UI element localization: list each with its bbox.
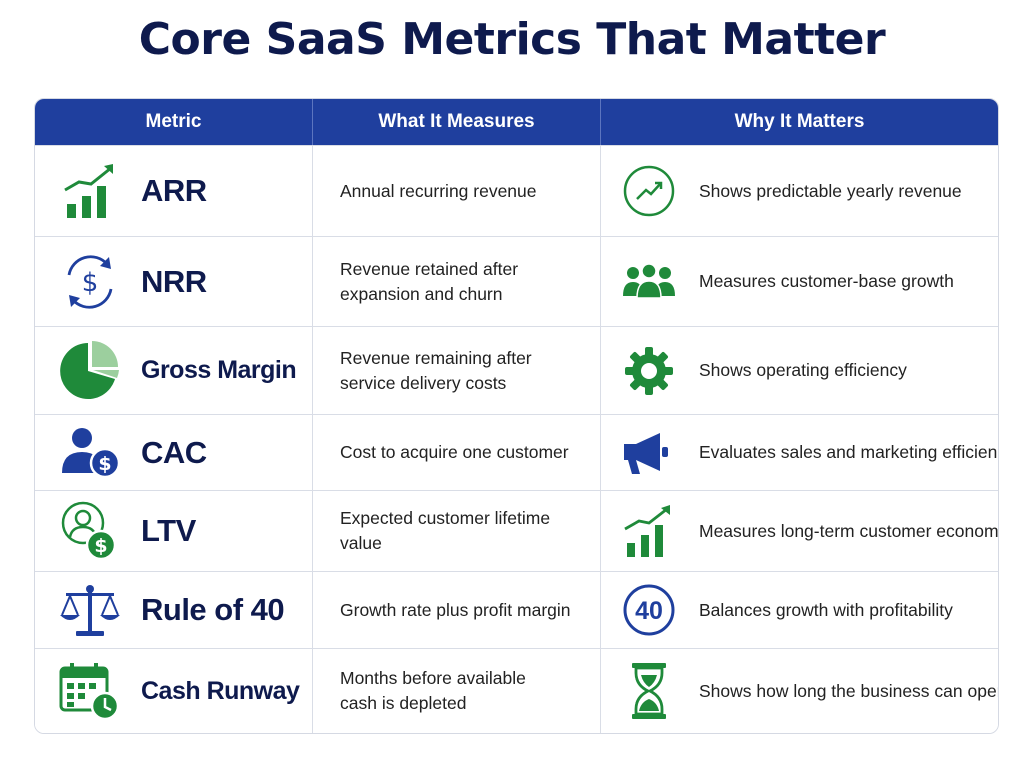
svg-text:$: $	[98, 453, 111, 475]
metric-name: LTV	[141, 513, 196, 548]
page-title: Core SaaS Metrics That Matter	[138, 14, 886, 65]
measure-text: Months before available cash is depleted	[340, 668, 526, 713]
why-text: Measures customer-base growth	[699, 271, 954, 291]
megaphone-icon	[621, 425, 677, 481]
table-row: $ NRR Revenue retained after expansion a…	[35, 236, 998, 326]
why-text: Shows predictable yearly revenue	[699, 180, 962, 201]
dollar-cycle-icon: $	[55, 247, 125, 317]
why-text: Balances growth with profitability	[699, 599, 953, 620]
why-text: Evaluates sales and marketing efficiency	[699, 442, 999, 462]
svg-text:40: 40	[635, 597, 663, 625]
metric-name: NRR	[141, 263, 207, 299]
why-text: Shows operating efficiency	[699, 360, 907, 380]
user-circle-dollar-icon: $	[55, 496, 125, 566]
scale-icon	[55, 575, 125, 645]
calendar-clock-icon	[55, 656, 125, 726]
measure-text: Expected customer lifetime value	[340, 508, 551, 553]
bar-chart-up-icon	[621, 503, 677, 559]
metrics-table: Metric What It Measures Why It Matters A…	[34, 98, 999, 734]
bar-chart-up-icon	[55, 156, 125, 226]
measure-text: Cost to acquire one customer	[340, 442, 569, 462]
table-row: $ LTV Expected customer lifetime value M…	[35, 490, 998, 571]
metric-name: CAC	[141, 434, 207, 470]
why-text: Shows how long the business can operate	[699, 680, 999, 701]
metric-name: Cash Runway	[141, 676, 300, 705]
table-row: $ CAC Cost to acquire one customer Evalu…	[35, 414, 998, 490]
forty-badge-icon: 40	[621, 582, 677, 638]
metric-name: ARR	[141, 173, 207, 208]
column-header-why: Why It Matters	[734, 111, 865, 132]
metric-name: Gross Margin	[141, 356, 297, 384]
gear-icon	[621, 343, 677, 399]
svg-text:$: $	[94, 535, 107, 557]
table-row: ARR Annual recurring revenue Shows predi…	[35, 145, 998, 236]
why-text: Measures long-term customer economics	[699, 520, 999, 541]
measure-text: Revenue retained after expansion and chu…	[340, 258, 519, 304]
table-row: Rule of 40 Growth rate plus profit margi…	[35, 571, 998, 648]
column-header-measures: What It Measures	[313, 99, 601, 145]
column-header-metric: Metric	[35, 99, 313, 145]
table-row: Gross Margin Revenue remaining after ser…	[35, 326, 998, 414]
measure-text: Revenue remaining after service delivery…	[340, 347, 532, 393]
hourglass-icon	[621, 663, 677, 719]
measure-text: Growth rate plus profit margin	[340, 599, 571, 620]
table-header: Metric What It Measures Why It Matters	[35, 99, 998, 145]
user-dollar-icon: $	[55, 418, 125, 488]
svg-text:$: $	[82, 268, 99, 298]
users-group-icon	[621, 254, 677, 310]
table-row: Cash Runway Months before available cash…	[35, 648, 998, 733]
measure-text: Annual recurring revenue	[340, 180, 537, 201]
metric-name: Rule of 40	[141, 592, 285, 627]
trend-circle-icon	[621, 163, 677, 219]
pie-chart-icon	[55, 336, 125, 406]
